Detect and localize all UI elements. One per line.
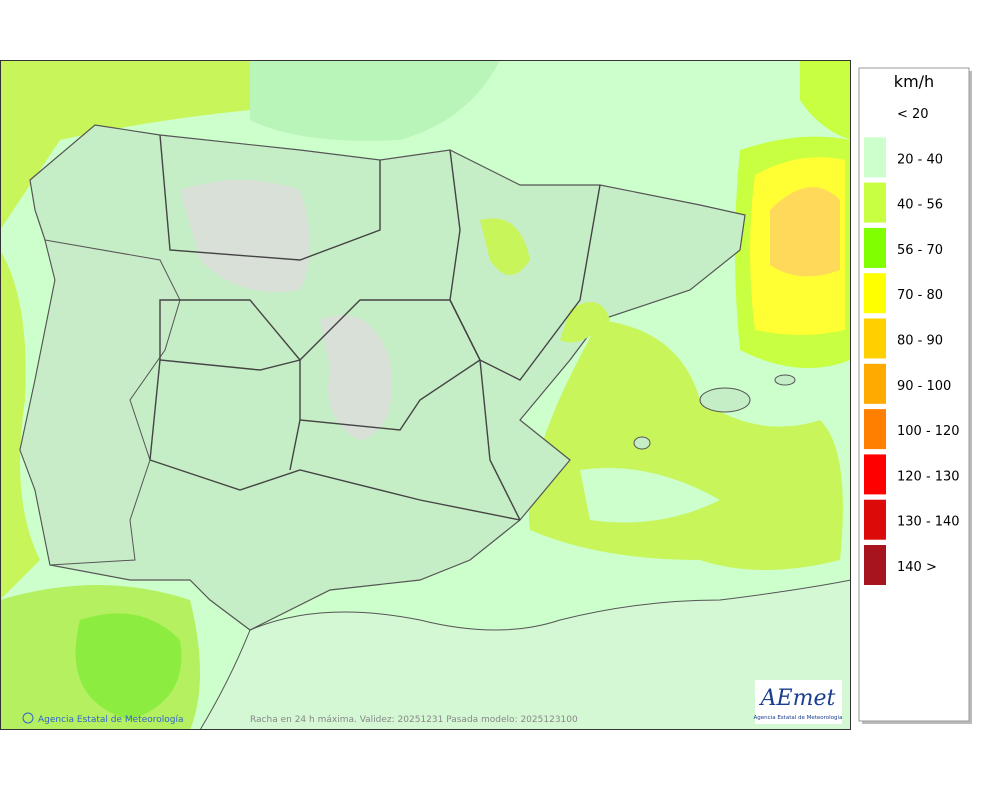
legend-label: 130 - 140: [897, 515, 960, 530]
legend-label: 56 - 70: [897, 243, 943, 258]
wind-zone: [580, 468, 720, 523]
copyright-icon: [22, 712, 34, 724]
legend-swatch: [864, 137, 886, 178]
logo-subtitle: Agencia Estatal de Meteorología: [754, 714, 843, 721]
legend-label: 140 >: [897, 560, 937, 575]
legend-swatch: [864, 318, 886, 359]
wind-zone: [0, 250, 40, 600]
logo: AEmet: [759, 686, 836, 711]
legend-swatch: [864, 182, 886, 223]
legend-label: 40 - 56: [897, 198, 943, 213]
wind-zone: [770, 187, 840, 277]
terrain: [180, 180, 310, 292]
wind-zone: [75, 613, 182, 720]
borders: [149, 134, 601, 521]
portugal: [19, 239, 181, 566]
credit: Agencia Estatal de Meteorología: [38, 715, 184, 725]
wind-zone: [480, 218, 530, 275]
legend-label: 100 - 120: [897, 424, 960, 439]
logo-box: [755, 680, 842, 724]
wind-zone: [0, 60, 250, 230]
legend-swatch: [864, 363, 886, 404]
legend-label: < 20: [897, 107, 929, 122]
legend-label: 90 - 100: [897, 379, 951, 394]
legend-items: < 20 20 - 40 40 - 56 56 - 70 70 - 80 80 - 90 9…: [864, 107, 960, 585]
map: [0, 60, 851, 730]
legend-swatch: [864, 227, 886, 268]
menorca: [774, 374, 796, 386]
legend-label: 70 - 80: [897, 288, 943, 303]
map-frame: [0, 60, 851, 730]
legend-swatch: [864, 409, 886, 450]
legend-label: 20 - 40: [897, 152, 943, 167]
wind-zone: [800, 60, 851, 140]
mallorca: [699, 387, 751, 413]
caption: Racha en 24 h máxima. Validez: 20251231 …: [250, 715, 578, 725]
legend-swatch: [864, 454, 886, 495]
legend-unit: km/h: [894, 72, 934, 91]
ibiza: [633, 436, 651, 450]
legend-swatch: [864, 273, 886, 314]
terrain: [320, 315, 392, 440]
legend-swatch: [864, 545, 886, 585]
wind-zone: [250, 60, 500, 141]
legend-label: 80 - 90: [897, 334, 943, 349]
legend-swatch: [864, 499, 886, 540]
legend-label: 120 - 130: [897, 469, 960, 484]
wind-zone: [560, 302, 610, 343]
